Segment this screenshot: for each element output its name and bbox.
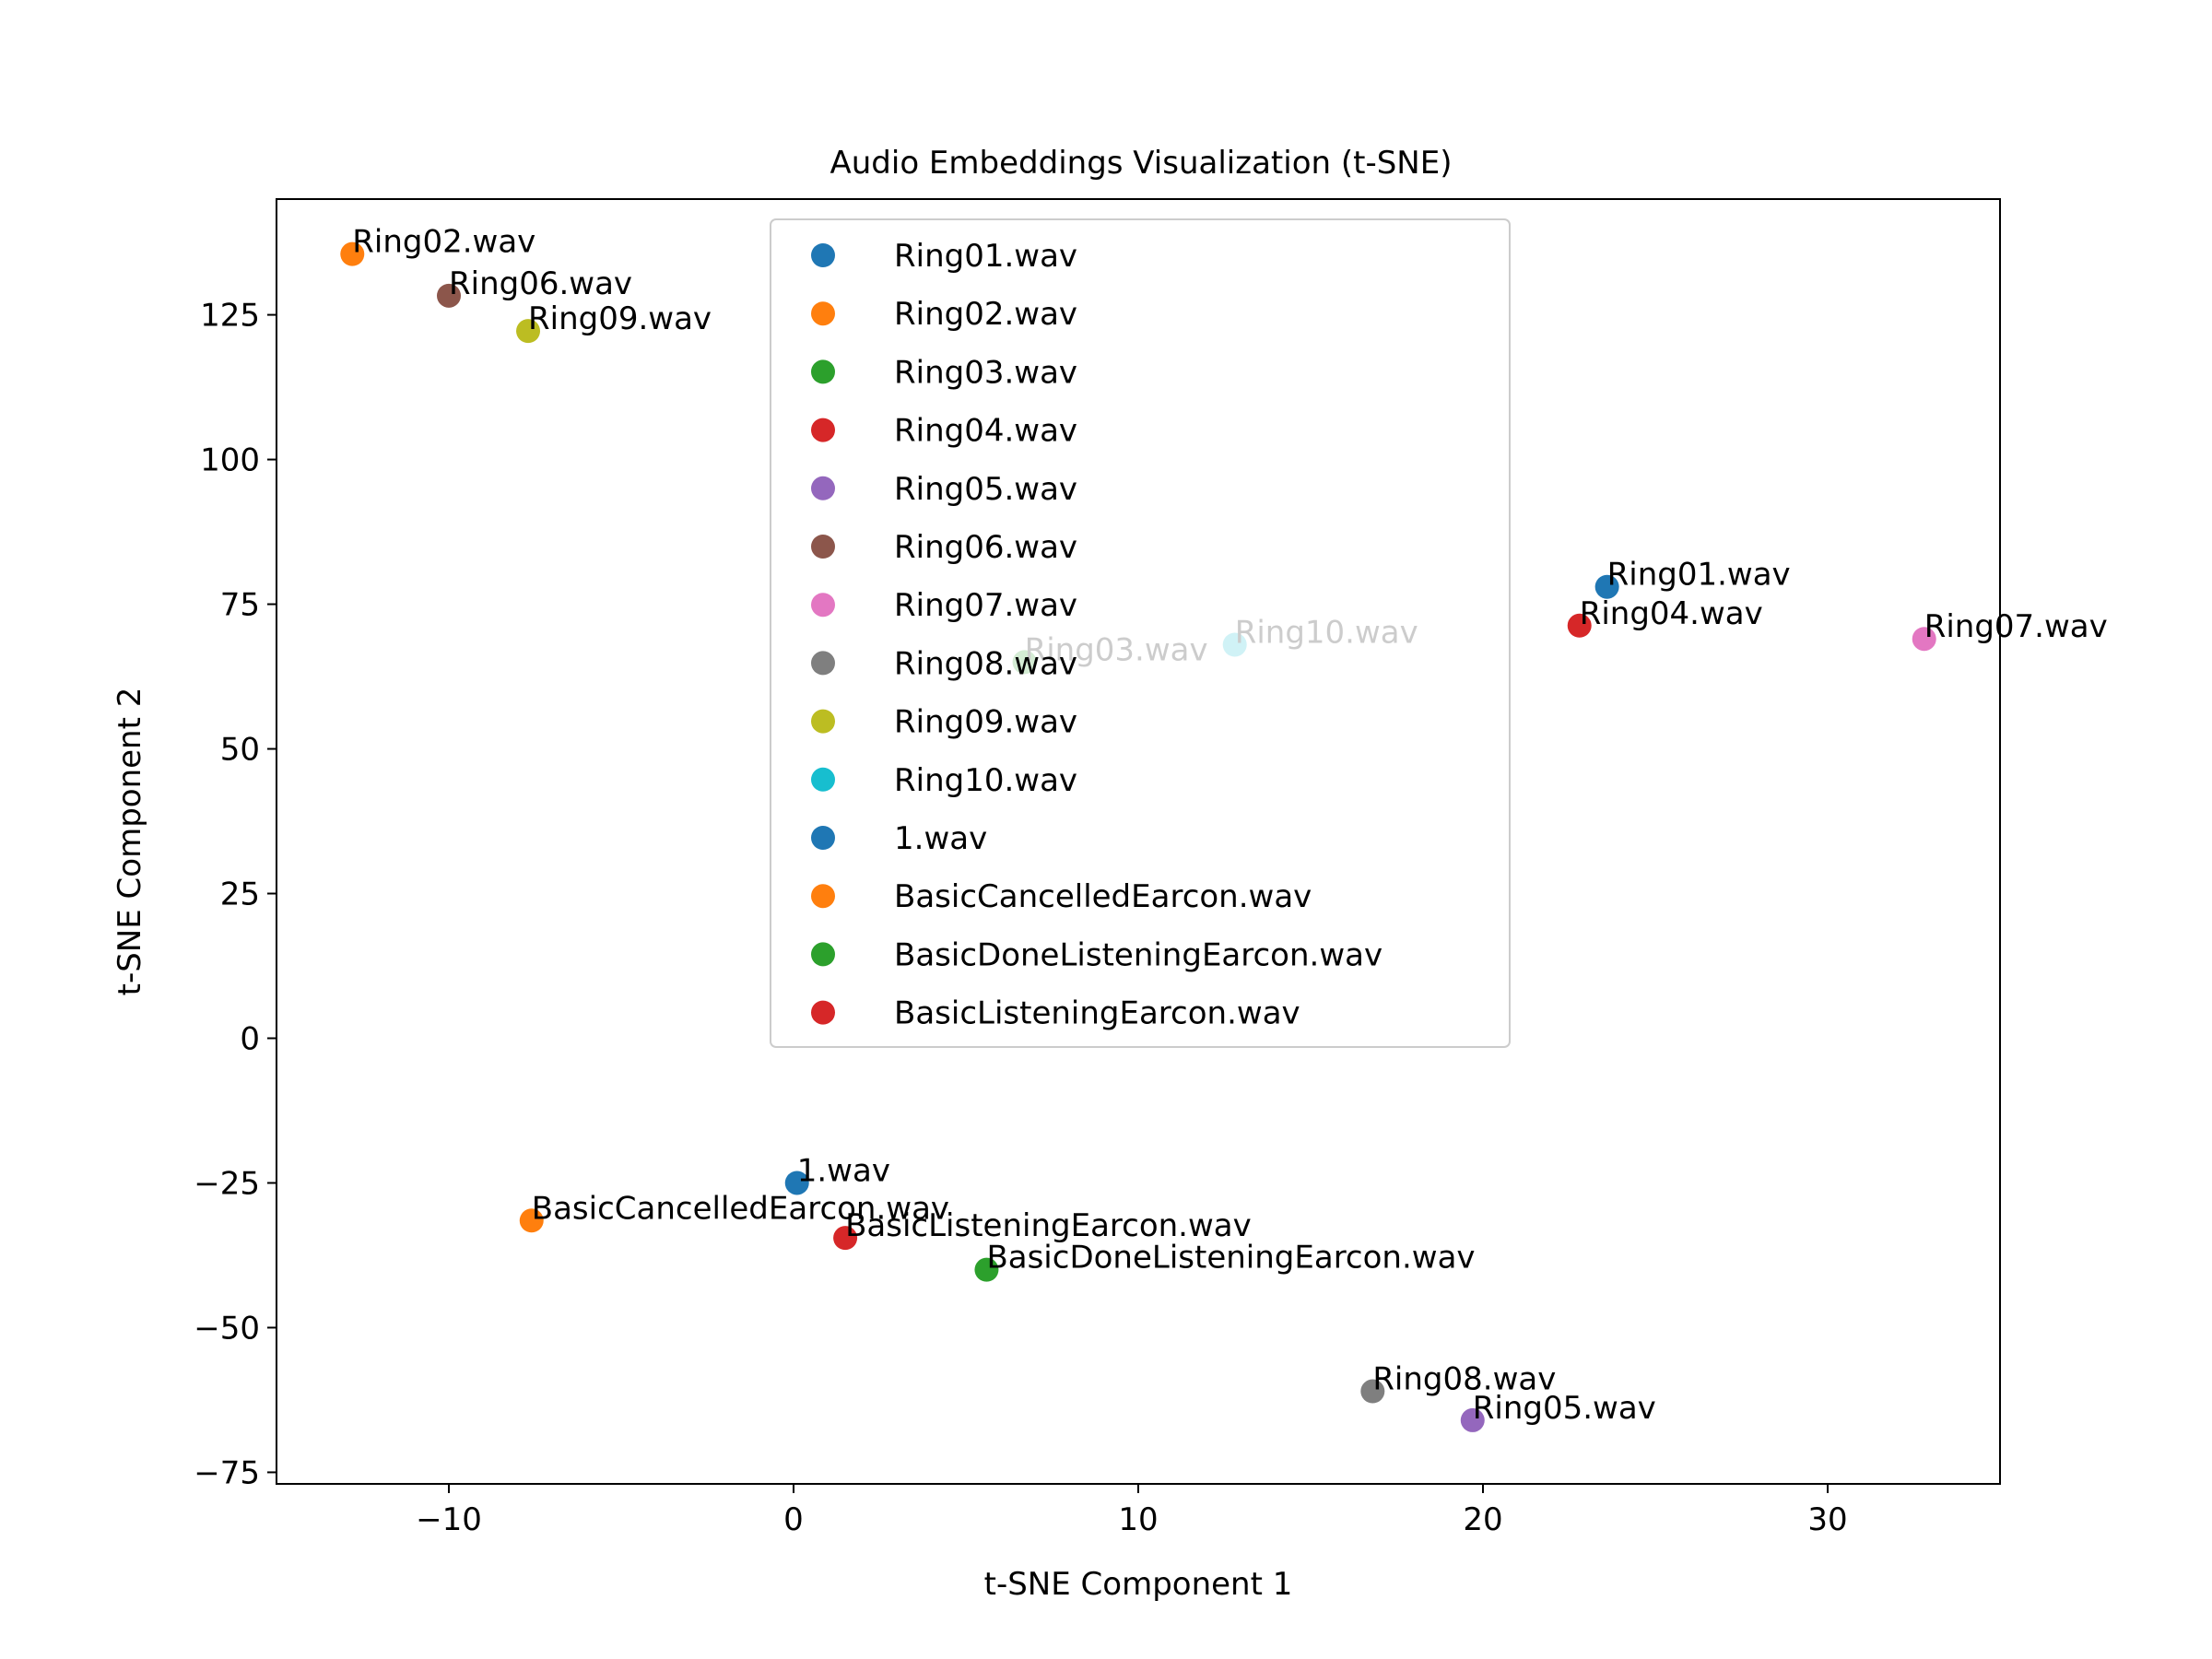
legend-label: Ring09.wav bbox=[894, 704, 1077, 741]
point-label: Ring04.wav bbox=[1580, 595, 1763, 632]
x-axis: −10 0 10 20 30 bbox=[416, 1484, 1848, 1538]
y-tick-label: −25 bbox=[194, 1165, 260, 1202]
data-point bbox=[1567, 613, 1592, 638]
y-tick-label: 25 bbox=[220, 877, 260, 913]
legend-marker bbox=[811, 826, 835, 850]
point-label: 1.wav bbox=[797, 1152, 890, 1189]
x-tick-label: 30 bbox=[1807, 1501, 1847, 1538]
legend-marker bbox=[811, 243, 835, 267]
legend-marker bbox=[811, 593, 835, 618]
legend-label: Ring03.wav bbox=[894, 354, 1077, 391]
x-tick-label: 20 bbox=[1463, 1501, 1502, 1538]
legend-marker bbox=[811, 359, 835, 384]
point-label: BasicDoneListeningEarcon.wav bbox=[986, 1240, 1475, 1277]
data-point bbox=[1460, 1407, 1485, 1432]
legend-label: Ring04.wav bbox=[894, 413, 1077, 450]
y-tick-label: −75 bbox=[194, 1454, 260, 1491]
y-tick-label: 50 bbox=[220, 732, 260, 769]
data-point bbox=[340, 241, 365, 266]
legend-label: Ring06.wav bbox=[894, 529, 1077, 566]
legend-marker bbox=[811, 651, 835, 676]
y-axis-label: t-SNE Component 2 bbox=[112, 688, 148, 996]
legend-label: Ring07.wav bbox=[894, 587, 1077, 624]
legend-label: Ring10.wav bbox=[894, 762, 1077, 799]
data-point bbox=[1912, 627, 1936, 652]
legend-label: BasicListeningEarcon.wav bbox=[894, 995, 1300, 1032]
legend-box bbox=[770, 218, 1511, 1048]
point-label: Ring05.wav bbox=[1473, 1390, 1656, 1427]
legend-label: BasicCancelledEarcon.wav bbox=[894, 878, 1312, 915]
y-tick-label: −50 bbox=[194, 1310, 260, 1347]
point-label: Ring06.wav bbox=[449, 265, 632, 302]
legend-marker bbox=[811, 476, 835, 500]
point-label: BasicListeningEarcon.wav bbox=[845, 1207, 1252, 1244]
point-label: Ring01.wav bbox=[1607, 557, 1791, 594]
point-label: Ring09.wav bbox=[528, 300, 712, 337]
legend-marker bbox=[811, 301, 835, 326]
data-point bbox=[1360, 1379, 1385, 1404]
data-point bbox=[437, 283, 461, 308]
legend-label: 1.wav bbox=[894, 820, 987, 857]
y-tick-label: 75 bbox=[220, 587, 260, 624]
point-label: BasicCancelledEarcon.wav bbox=[532, 1190, 949, 1227]
legend-label: Ring05.wav bbox=[894, 471, 1077, 508]
legend-marker bbox=[811, 884, 835, 909]
y-tick-label: 100 bbox=[200, 442, 260, 479]
legend-marker bbox=[811, 767, 835, 792]
x-tick-label: 10 bbox=[1118, 1501, 1158, 1538]
data-point bbox=[974, 1257, 999, 1282]
legend-marker bbox=[811, 535, 835, 559]
legend-marker bbox=[811, 418, 835, 442]
y-axis: −75 −50 −25 0 25 50 75 100 125 bbox=[194, 298, 276, 1491]
legend-label: BasicDoneListeningEarcon.wav bbox=[894, 936, 1382, 973]
legend: Ring01.wav Ring02.wav Ring03.wav Ring04.wav… bbox=[770, 218, 1511, 1048]
legend-marker bbox=[811, 709, 835, 734]
data-point bbox=[516, 319, 541, 344]
x-axis-label: t-SNE Component 1 bbox=[984, 1566, 1293, 1603]
legend-label: Ring08.wav bbox=[894, 645, 1077, 682]
data-point bbox=[519, 1208, 544, 1233]
data-point bbox=[1594, 574, 1619, 599]
legend-items: Ring01.wav Ring02.wav Ring03.wav Ring04.wav… bbox=[811, 238, 1382, 1032]
data-point bbox=[784, 1171, 809, 1195]
y-tick-label: 125 bbox=[200, 298, 260, 335]
legend-marker bbox=[811, 942, 835, 967]
data-point bbox=[833, 1226, 858, 1251]
point-label: Ring08.wav bbox=[1372, 1361, 1556, 1398]
x-tick-label: 0 bbox=[783, 1501, 804, 1538]
legend-label: Ring01.wav bbox=[894, 238, 1077, 275]
chart-title: Audio Embeddings Visualization (t-SNE) bbox=[830, 145, 1452, 182]
y-tick-label: 0 bbox=[240, 1020, 260, 1057]
legend-marker bbox=[811, 1000, 835, 1025]
point-label: Ring02.wav bbox=[352, 224, 535, 261]
legend-label: Ring02.wav bbox=[894, 296, 1077, 333]
x-tick-label: −10 bbox=[416, 1501, 482, 1538]
point-label: Ring07.wav bbox=[1924, 608, 2108, 645]
